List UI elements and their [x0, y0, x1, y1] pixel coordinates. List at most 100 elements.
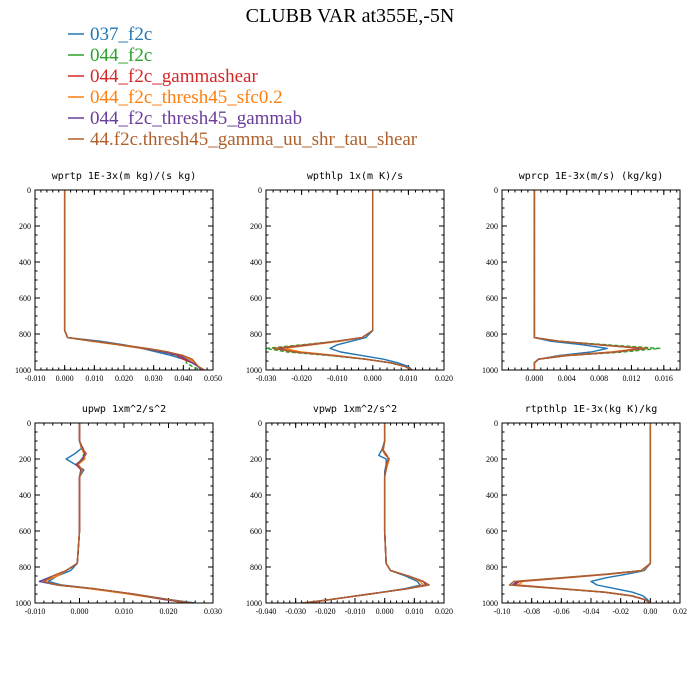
y-tick-label: 400: [250, 491, 262, 500]
series-line-6: [272, 190, 413, 370]
y-tick-label: 200: [486, 455, 498, 464]
x-tick-label: 0.020: [160, 607, 178, 616]
y-tick-label: 600: [250, 527, 262, 536]
x-tick-label: 0.004: [558, 374, 576, 383]
series-group: [266, 190, 413, 370]
x-tick-label: 0.050: [204, 374, 222, 383]
y-tick-label: 600: [486, 294, 498, 303]
x-tick-label: -0.020: [291, 374, 312, 383]
panel-5: vpwp 1xm^2/s^2 0 200 400 600 800 1000-0.040 -0.…: [246, 404, 453, 616]
legend-label: 044_f2c_gammashear: [90, 66, 258, 87]
x-tick-label: -0.010: [25, 607, 46, 616]
y-tick-label: 800: [486, 563, 498, 572]
plot-frame: [265, 422, 445, 604]
x-tick-label: 0.000: [525, 374, 543, 383]
plot-frame: [265, 189, 445, 371]
x-tick-label: 0.016: [655, 374, 673, 383]
legend-label: 44.f2c.thresh45_gamma_uu_shr_tau_shear: [90, 129, 418, 150]
plot-frame: [34, 189, 214, 371]
y-tick-label: 0: [494, 419, 498, 428]
x-tick-label: 0.00: [643, 607, 657, 616]
y-tick-label: 600: [19, 527, 31, 536]
y-tick-label: 800: [19, 330, 31, 339]
y-tick-label: 800: [250, 330, 262, 339]
figure-title: CLUBB VAR at355E,-5N: [246, 5, 455, 27]
series-line-6: [533, 190, 649, 370]
x-tick-label: 0.02: [673, 607, 687, 616]
x-tick-label: 0.012: [622, 374, 640, 383]
x-tick-label: -0.010: [25, 374, 46, 383]
panel-title: vpwp 1xm^2/s^2: [313, 404, 397, 415]
panel-4: upwp 1xm^2/s^2 0 200 400 600 800 1000-0.010 0.0…: [15, 404, 222, 616]
x-tick-label: -0.02: [612, 607, 629, 616]
y-tick-label: 200: [250, 455, 262, 464]
y-tick-label: 1000: [482, 366, 498, 375]
x-tick-label: -0.010: [345, 607, 366, 616]
series-group: [533, 190, 661, 370]
y-tick-label: 1000: [246, 599, 262, 608]
series-line-6: [508, 423, 652, 603]
series-line-6: [63, 190, 205, 370]
x-tick-label: -0.030: [285, 607, 306, 616]
series-group: [38, 423, 196, 603]
x-tick-label: -0.020: [315, 607, 336, 616]
x-tick-label: 0.000: [56, 374, 74, 383]
x-tick-label: 0.010: [85, 374, 103, 383]
y-tick-label: 400: [19, 258, 31, 267]
legend-label: 044_f2c: [90, 45, 152, 66]
y-tick-label: 600: [250, 294, 262, 303]
panel-title: wprtp 1E-3x(m kg)/(s kg): [52, 171, 197, 182]
legend-label: 044_f2c_thresh45_sfc0.2: [90, 87, 283, 108]
panel-3: wprcp 1E-3x(m/s) (kg/kg) 0 200 400 600 800 100…: [482, 171, 681, 383]
plot-frame: [501, 422, 681, 604]
legend-label: 044_f2c_thresh45_gammab: [90, 108, 302, 129]
y-tick-label: 200: [486, 222, 498, 231]
x-tick-label: -0.06: [553, 607, 570, 616]
x-tick-label: 0.020: [435, 374, 453, 383]
x-tick-label: 0.010: [399, 374, 417, 383]
series-line-6: [301, 423, 430, 603]
x-tick-label: 0.030: [204, 607, 222, 616]
panel-2: wpthlp 1x(m K)/s 0 200 400 600 800 1000-0.030 -…: [246, 171, 453, 383]
y-tick-label: 400: [486, 258, 498, 267]
x-tick-label: 0.040: [174, 374, 192, 383]
y-tick-label: 400: [250, 258, 262, 267]
x-tick-label: -0.010: [327, 374, 348, 383]
y-tick-label: 200: [250, 222, 262, 231]
y-tick-label: 0: [258, 186, 262, 195]
y-tick-label: 0: [27, 419, 31, 428]
plot-frame: [34, 422, 214, 604]
y-tick-label: 1000: [246, 366, 262, 375]
panel-1: wprtp 1E-3x(m kg)/(s kg) 0 200 400 600 800 100…: [15, 171, 222, 383]
y-tick-label: 800: [250, 563, 262, 572]
x-tick-label: 0.000: [364, 374, 382, 383]
y-tick-label: 400: [19, 491, 31, 500]
panels: wprtp 1E-3x(m kg)/(s kg) 0 200 400 600 800 100…: [15, 171, 687, 616]
y-tick-label: 800: [19, 563, 31, 572]
x-tick-label: 0.010: [405, 607, 423, 616]
series-line-6: [43, 423, 191, 603]
x-tick-label: -0.08: [523, 607, 540, 616]
legend-label: 037_f2c: [90, 24, 152, 45]
x-tick-label: 0.030: [145, 374, 163, 383]
x-tick-label: -0.040: [256, 607, 277, 616]
panel-title: upwp 1xm^2/s^2: [82, 404, 166, 415]
y-tick-label: 1000: [15, 599, 31, 608]
y-tick-label: 600: [486, 527, 498, 536]
x-tick-label: 0.020: [115, 374, 133, 383]
y-tick-label: 600: [19, 294, 31, 303]
legend: 037_f2c044_f2c044_f2c_gammashear044_f2c_…: [68, 24, 418, 150]
x-tick-label: -0.04: [583, 607, 600, 616]
panel-title: wpthlp 1x(m K)/s: [307, 171, 403, 182]
panel-title: wprcp 1E-3x(m/s) (kg/kg): [519, 171, 664, 182]
series-group: [508, 423, 652, 603]
x-tick-label: -0.030: [256, 374, 277, 383]
y-tick-label: 200: [19, 222, 31, 231]
x-tick-label: -0.10: [494, 607, 511, 616]
panel-6: rtpthlp 1E-3x(kg K)/kg02004006008001000-…: [482, 404, 687, 616]
x-tick-label: 0.010: [115, 607, 133, 616]
x-tick-label: 0.000: [376, 607, 394, 616]
y-tick-label: 800: [486, 330, 498, 339]
